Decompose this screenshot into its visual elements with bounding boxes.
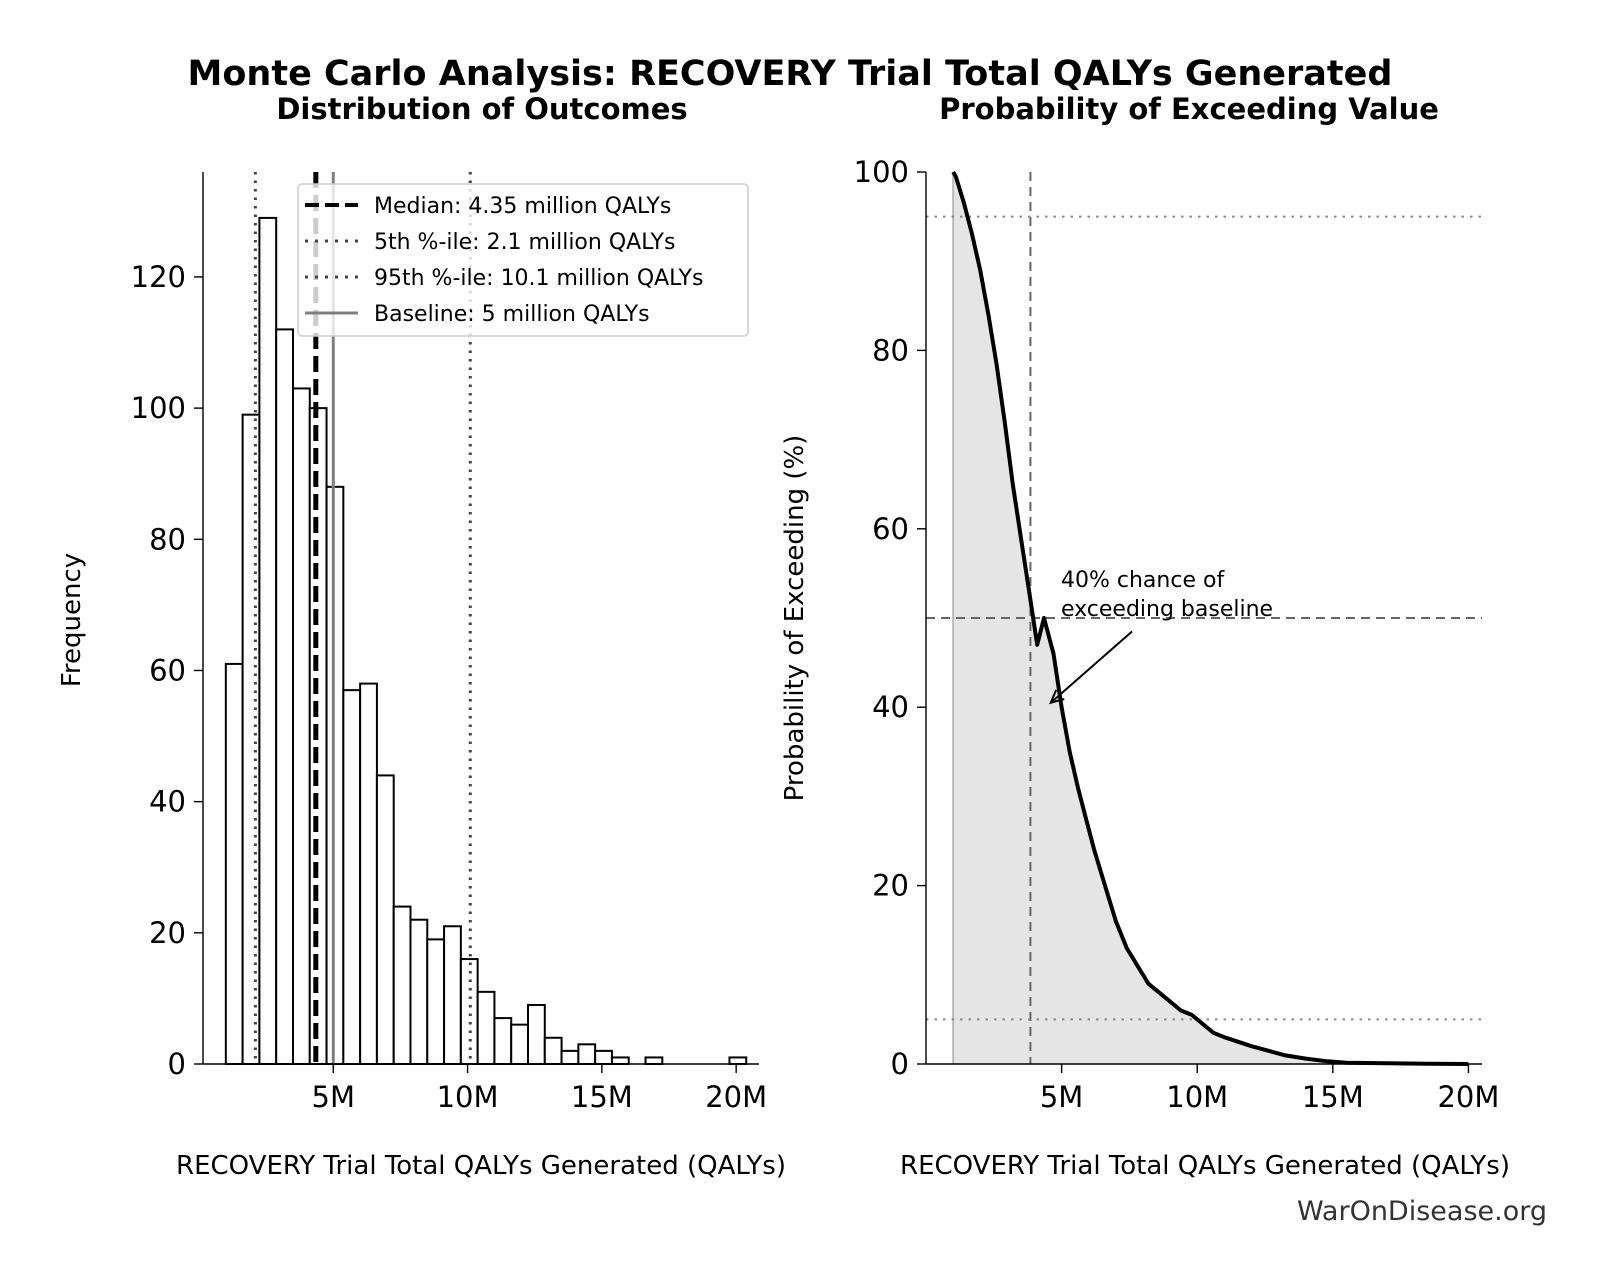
histogram-bar (426, 938, 446, 1065)
x-tick-label: 10M (1166, 1080, 1228, 1114)
x-tick-label: 20M (1437, 1080, 1499, 1114)
annotation-line-1: 40% chance of (1061, 568, 1225, 593)
watermark-text: WarOnDisease.org (1297, 1196, 1547, 1227)
histogram-bar (392, 905, 412, 1066)
left-y-ticks: 0 20 40 60 80 100 120 (131, 260, 203, 1081)
x-tick-label: 15M (571, 1080, 633, 1114)
histogram-panel: 0 20 40 60 80 100 120 5M 10M 15M 20M Frequency RE… (57, 172, 786, 1181)
left-x-axis-label: RECOVERY Trial Total QALYs Generated (QA… (176, 1151, 786, 1181)
x-tick-label: 5M (312, 1080, 355, 1114)
right-x-ticks: 5M 10M 15M 20M (1040, 1064, 1499, 1114)
y-tick-label: 80 (149, 522, 186, 556)
baseline-annotation: 40% chance of exceeding baseline (1049, 568, 1273, 705)
y-tick-label: 60 (149, 653, 186, 687)
legend-box (297, 183, 749, 337)
y-tick-label: 80 (872, 333, 909, 367)
histogram-bars (224, 216, 748, 1066)
annotation-arrow-line (1050, 630, 1133, 704)
y-tick-label: 0 (168, 1047, 186, 1081)
histogram-bar (291, 387, 311, 1065)
left-y-axis-label: Frequency (57, 553, 87, 687)
left-x-ticks: 5M 10M 15M 20M (312, 1064, 767, 1114)
histogram-bar (610, 1056, 630, 1065)
histogram-bar (577, 1043, 597, 1065)
y-tick-label: 100 (854, 155, 909, 189)
histogram-bar (241, 413, 261, 1066)
y-tick-label: 20 (149, 916, 186, 950)
right-chart-title: Probability of Exceeding Value (939, 92, 1439, 126)
left-chart-title: Distribution of Outcomes (276, 92, 687, 126)
x-tick-label: 10M (437, 1080, 499, 1114)
histogram-bar (493, 1017, 513, 1066)
y-tick-label: 40 (149, 785, 186, 819)
y-tick-label: 40 (872, 690, 909, 724)
x-tick-label: 20M (705, 1080, 767, 1114)
histogram-bar (594, 1049, 613, 1065)
histogram-bar (476, 990, 496, 1066)
legend-p5-label: 5th %-ile: 2.1 million QALYs (374, 230, 675, 255)
y-tick-label: 60 (872, 512, 909, 546)
legend-baseline-label: Baseline: 5 million QALYs (374, 302, 650, 327)
annotation-line-2: exceeding baseline (1061, 597, 1273, 622)
exceedance-fill-area (953, 172, 1469, 1064)
histogram-bar (510, 1023, 530, 1066)
right-y-ticks: 0 20 40 60 80 100 (854, 155, 926, 1081)
histogram-bar (527, 1003, 546, 1065)
exceedance-curve (951, 170, 1469, 1066)
histogram-bar (543, 1036, 563, 1065)
histogram-bar (325, 485, 345, 1065)
histogram-bar (375, 774, 395, 1065)
histogram-bar (560, 1049, 580, 1065)
x-tick-label: 15M (1302, 1080, 1364, 1114)
histogram-bar (224, 662, 244, 1065)
right-x-axis-label: RECOVERY Trial Total QALYs Generated (QA… (900, 1151, 1510, 1181)
figure-title: Monte Carlo Analysis: RECOVERY Trial Tot… (188, 54, 1393, 94)
annotation-arrow-head (1049, 689, 1065, 705)
histogram-bar (359, 682, 378, 1066)
right-y-axis-label: Probability of Exceeding (%) (780, 435, 810, 802)
histogram-bar (342, 689, 362, 1065)
histogram-bar (258, 216, 278, 1066)
histogram-bar (443, 925, 462, 1065)
legend-median-label: Median: 4.35 million QALYs (374, 194, 671, 219)
legend-p95-label: 95th %-ile: 10.1 million QALYs (374, 266, 703, 291)
histogram-bar (275, 328, 294, 1066)
histogram-bar (728, 1056, 748, 1065)
y-tick-label: 0 (891, 1047, 909, 1081)
y-tick-label: 100 (131, 391, 186, 425)
y-tick-label: 120 (131, 260, 186, 294)
x-tick-label: 5M (1040, 1080, 1083, 1114)
legend: Median: 4.35 million QALYs 5th %-ile: 2.… (297, 183, 749, 337)
exceedance-panel: 0 20 40 60 80 100 5M 10M 15M 20M Probability of … (780, 155, 1510, 1181)
histogram-bar (409, 918, 429, 1065)
exceedance-reference-lines (926, 172, 1482, 1064)
histogram-bar (644, 1056, 664, 1065)
y-tick-label: 20 (872, 869, 909, 903)
